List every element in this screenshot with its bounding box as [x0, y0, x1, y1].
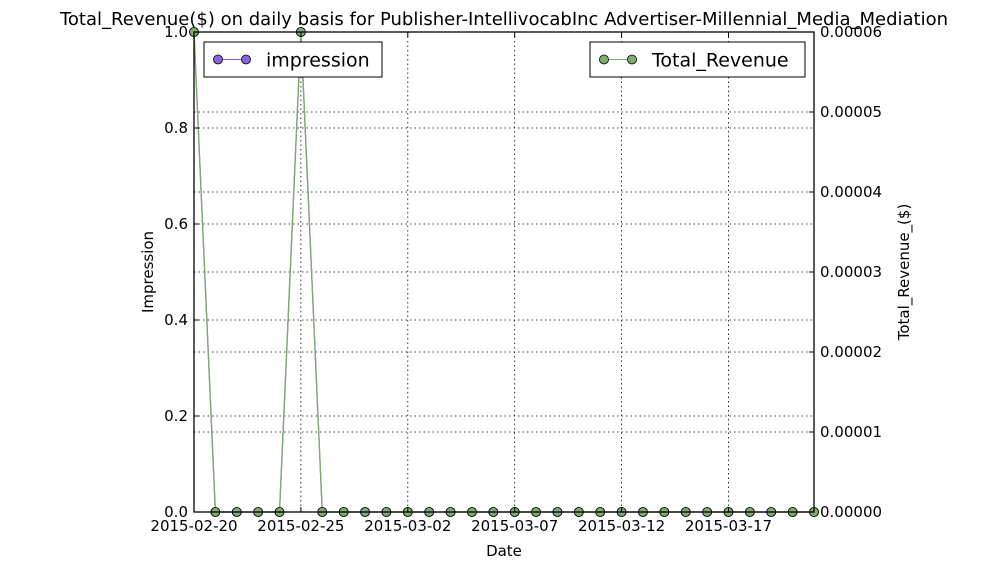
y-right-tick-label: 0.00006 [820, 23, 882, 41]
series-layer [189, 27, 819, 517]
x-tick-label: 2015-03-12 [578, 517, 665, 535]
x-axis-title: Date [486, 542, 522, 560]
legend-marker-total-revenue [627, 54, 637, 65]
y-left-tick-label: 0.6 [164, 215, 188, 233]
legend-label-total-revenue: Total_Revenue [651, 50, 789, 72]
legend-impression: impression [203, 41, 383, 78]
y-right-tick-label: 0.00001 [820, 423, 882, 441]
legend-marker-impression [241, 54, 251, 65]
y-axis-right-title: Total_Revenue_($) [895, 204, 914, 342]
grid [193, 31, 814, 513]
y-left-tick-label: 0.0 [164, 503, 188, 521]
legend-total-revenue: Total_Revenue [589, 41, 806, 78]
y-right-tick-label: 0.00003 [820, 263, 882, 281]
ticks: 2015-02-20 2015-02-25 2015-03-02 2015-03-07… [150, 23, 882, 535]
y-right-tick-label: 0.00004 [820, 183, 882, 201]
chart-title: Total_Revenue($) on daily basis for Publ… [59, 9, 948, 30]
y-axis-left-title: Impression [139, 231, 157, 313]
y-left-tick-label: 0.8 [164, 119, 188, 137]
y-right-tick-label: 0.00005 [820, 103, 882, 121]
y-left-tick-label: 0.4 [164, 311, 188, 329]
x-tick-label: 2015-03-02 [364, 517, 451, 535]
y-left-tick-label: 0.2 [164, 407, 188, 425]
y-right-tick-label: 0.00000 [820, 503, 882, 521]
legend-marker-total-revenue [599, 54, 609, 65]
x-tick-label: 2015-03-17 [685, 517, 772, 535]
x-tick-label: 2015-02-20 [150, 517, 237, 535]
legend-marker-impression [213, 54, 223, 65]
x-tick-label: 2015-03-07 [471, 517, 558, 535]
y-left-tick-label: 1.0 [164, 23, 188, 41]
y-right-tick-label: 0.00002 [820, 343, 882, 361]
legend-label-impression: impression [266, 50, 370, 72]
x-tick-label: 2015-02-25 [257, 517, 344, 535]
